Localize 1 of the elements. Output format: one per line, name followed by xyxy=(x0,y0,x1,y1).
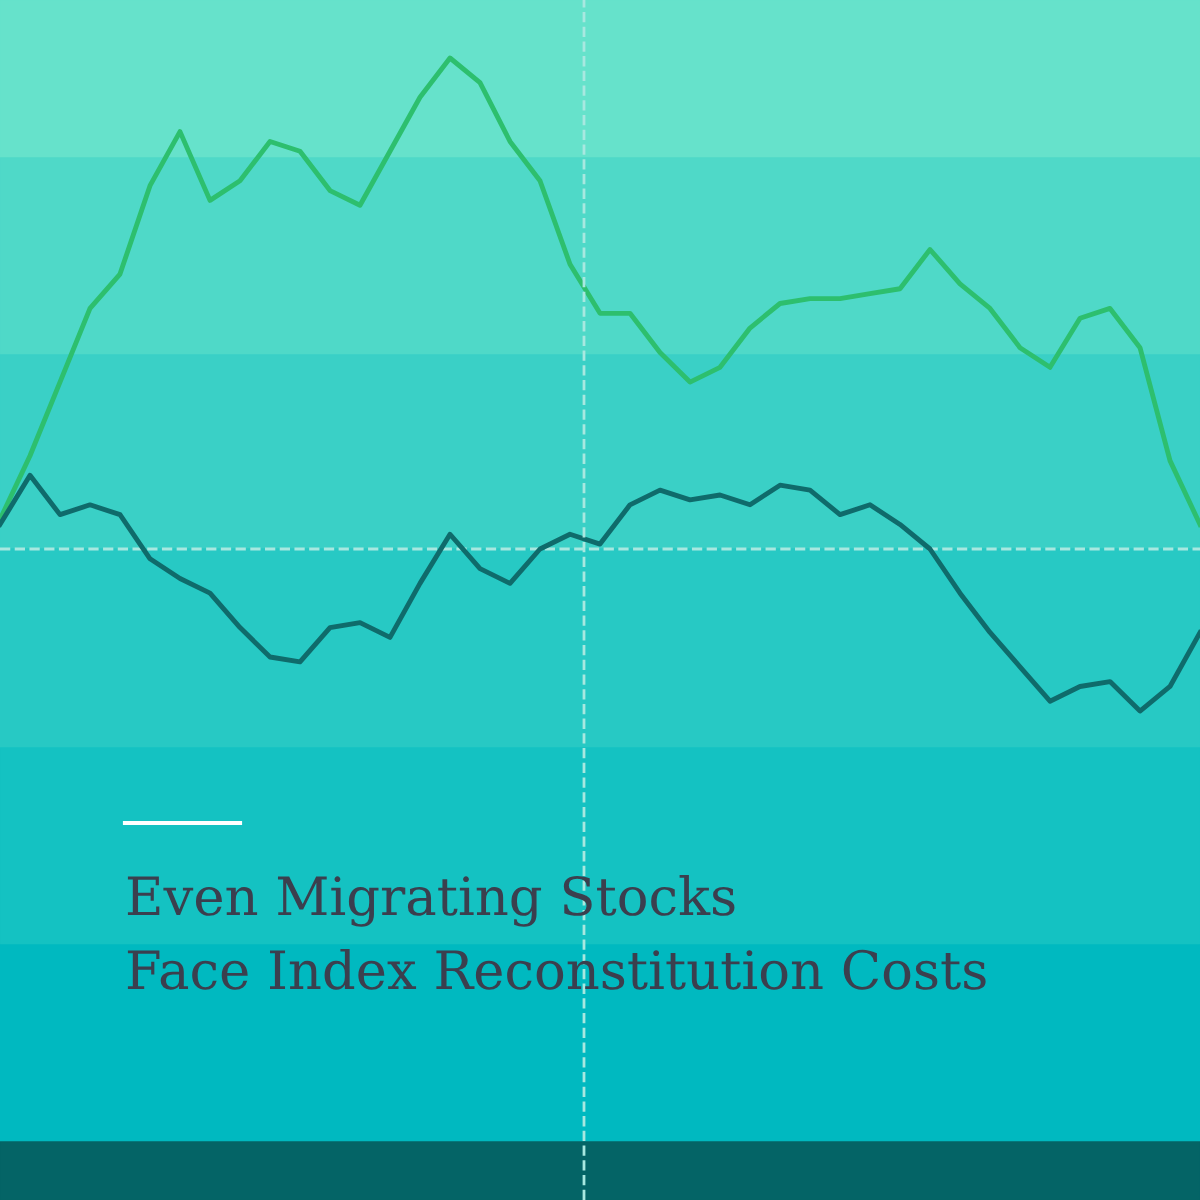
text: Even Migrating Stocks Face Index Reconstitution Costs xyxy=(127,875,986,990)
